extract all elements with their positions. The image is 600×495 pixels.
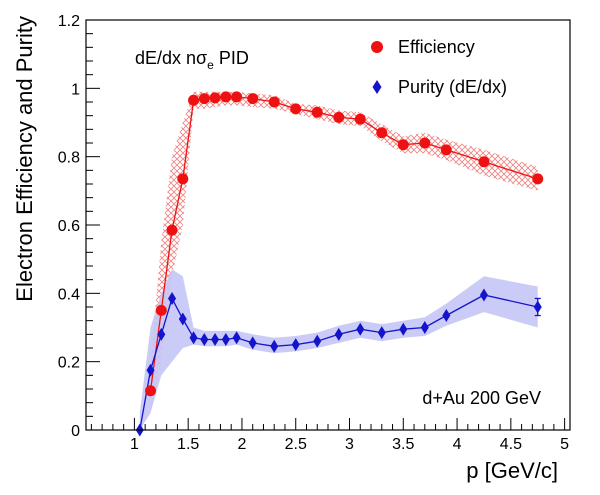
- y-tick-label: 0: [71, 423, 80, 440]
- efficiency-point: [188, 94, 200, 106]
- efficiency-point: [478, 156, 490, 168]
- purity-de-dx-point: [420, 321, 429, 334]
- purity-de-dx-point: [270, 339, 279, 353]
- purity-de-dx-point: [356, 322, 365, 336]
- purity-de-dx-point: [533, 300, 542, 314]
- purity-de-dx-point: [168, 291, 177, 305]
- purity-de-dx-point: [248, 336, 257, 350]
- y-tick-label: 0.2: [58, 355, 80, 372]
- legend-purity-de-dx-label: Purity (dE/dx): [398, 77, 507, 97]
- efficiency-line: [149, 96, 538, 391]
- efficiency-point: [166, 224, 178, 236]
- purity-de-dx-point: [146, 363, 155, 377]
- purity-de-dx-point: [200, 332, 209, 346]
- y-tick-label: 0.8: [58, 150, 80, 167]
- uncertainty-bands: [139, 91, 538, 430]
- efficiency-point: [376, 127, 388, 139]
- purity-de-dx-point: [178, 312, 187, 326]
- efficiency-point: [247, 93, 259, 105]
- x-tick-label: 4: [453, 436, 462, 453]
- efficiency-point: [354, 113, 366, 125]
- x-tick-label: 4.5: [500, 436, 522, 453]
- pid-annotation-subscript: e: [207, 58, 214, 72]
- purity-de-dx-point: [334, 327, 343, 341]
- purity-de-dx-point: [377, 326, 386, 340]
- efficiency-point: [290, 103, 302, 115]
- efficiency-point: [209, 92, 221, 104]
- series-lines: [139, 96, 541, 431]
- y-tick-label: 1: [71, 81, 80, 98]
- pid-annotation-main: dE/dx nσ: [135, 48, 207, 68]
- efficiency-point: [419, 137, 431, 149]
- x-tick-label: 5: [560, 436, 569, 453]
- efficiency-point: [532, 173, 544, 185]
- purity-de-dx-point: [313, 334, 322, 348]
- efficiency-point: [145, 385, 157, 397]
- legend-efficiency-label: Efficiency: [398, 37, 475, 57]
- x-tick-label: 1: [130, 436, 139, 453]
- efficiency-point: [440, 144, 452, 156]
- y-tick-label: 0.4: [58, 286, 80, 303]
- legend-purity-de-dx-marker: [372, 80, 382, 94]
- x-tick-label: 2: [238, 436, 247, 453]
- efficiency-point: [268, 96, 280, 108]
- series-markers: [135, 91, 544, 437]
- efficiency-point: [231, 91, 243, 103]
- collision-system-label: d+Au 200 GeV: [422, 388, 541, 408]
- x-tick-label: 2.5: [285, 436, 307, 453]
- efficiency-point: [311, 106, 323, 118]
- pid-annotation-suffix: PID: [214, 48, 249, 68]
- purity-de-dx-line: [139, 294, 538, 431]
- purity-de-dx-point: [221, 332, 230, 346]
- efficiency-point: [155, 304, 167, 316]
- y-tick-label: 0.6: [58, 218, 80, 235]
- efficiency-point: [333, 111, 345, 123]
- y-tick-label: 1.2: [58, 13, 80, 30]
- pid-annotation: dE/dx nσe PID: [135, 48, 249, 72]
- x-axis-label: p [GeV/c]: [466, 458, 558, 483]
- efficiency-point: [220, 91, 232, 103]
- legend: Efficiency Purity (dE/dx): [371, 37, 507, 97]
- purity-de-dx-point: [157, 327, 166, 341]
- purity-de-dx-point: [399, 322, 408, 336]
- purity-de-dx-point: [232, 331, 241, 345]
- x-tick-label: 3: [345, 436, 354, 453]
- efficiency-point: [397, 139, 409, 151]
- y-axis-label: Electron Efficiency and Purity: [12, 16, 37, 302]
- legend-efficiency-marker: [371, 41, 383, 53]
- efficiency-band: [150, 91, 538, 413]
- purity-de-dx-point: [291, 338, 300, 352]
- x-tick-label: 1.5: [177, 436, 199, 453]
- purity-de-dx-point: [479, 288, 488, 302]
- purity-de-dx-point: [442, 309, 451, 323]
- x-axis: 1 1.5 2 2.5 3 3.5 4 4.5 5: [90, 418, 569, 453]
- purity-de-dx-band: [139, 269, 538, 430]
- efficiency-point: [177, 173, 189, 185]
- y-axis: 0 0.2 0.4 0.6 0.8 1 1.2: [58, 13, 100, 440]
- purity-de-dx-point: [211, 332, 220, 346]
- efficiency-point: [198, 93, 210, 105]
- purity-de-dx-point: [189, 331, 198, 345]
- x-tick-label: 3.5: [392, 436, 414, 453]
